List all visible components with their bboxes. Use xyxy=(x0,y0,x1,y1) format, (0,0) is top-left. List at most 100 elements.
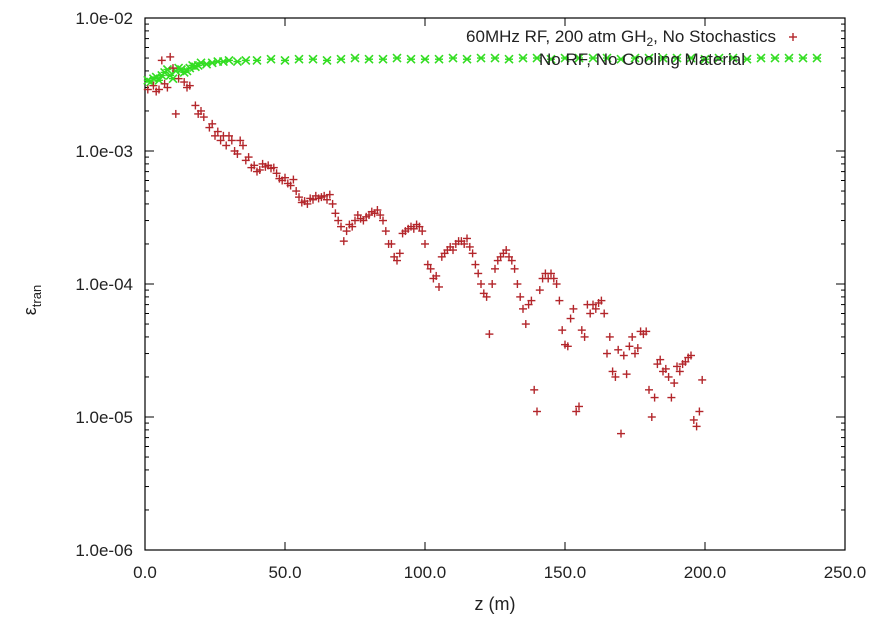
data-point xyxy=(216,136,225,145)
legend-entry-green: No RF, No Cooling Material xyxy=(539,50,745,69)
data-point xyxy=(227,136,236,145)
data-point xyxy=(406,54,416,64)
data-point xyxy=(328,199,337,208)
data-point xyxy=(619,351,628,360)
data-point xyxy=(255,165,264,174)
data-point xyxy=(700,54,710,64)
data-point xyxy=(527,296,536,305)
data-point xyxy=(742,54,752,64)
data-point xyxy=(681,357,690,366)
data-point xyxy=(462,54,472,64)
data-point xyxy=(490,53,500,63)
legend-label-red: 60MHz RF, 200 atm GH2, No Stochastics xyxy=(466,27,776,49)
data-point xyxy=(616,54,626,64)
data-point xyxy=(222,141,231,150)
series-green-x xyxy=(143,53,822,87)
data-point xyxy=(149,81,158,90)
data-point xyxy=(241,55,251,65)
data-point xyxy=(292,187,301,196)
data-point xyxy=(373,206,382,215)
series-red-plus xyxy=(143,52,707,438)
y-tick-label: 1.0e-04 xyxy=(75,275,133,294)
data-point xyxy=(266,54,276,64)
data-point xyxy=(608,367,617,376)
data-point xyxy=(661,364,670,373)
data-point xyxy=(630,53,640,63)
data-point xyxy=(154,75,164,85)
data-point xyxy=(471,260,480,269)
data-point xyxy=(566,314,575,323)
data-point xyxy=(695,407,704,416)
x-tick-label: 150.0 xyxy=(544,563,587,582)
data-point xyxy=(199,113,208,122)
data-point xyxy=(698,375,707,384)
legend: 60MHz RF, 200 atm GH2, No Stochastics No… xyxy=(466,27,797,69)
data-point xyxy=(252,55,262,65)
data-point xyxy=(415,222,424,231)
data-point xyxy=(577,326,586,335)
data-point xyxy=(348,222,357,231)
x-axis-ticks: 0.0 50.0 100.0 150.0 200.0 250.0 xyxy=(133,18,866,582)
data-point xyxy=(420,54,430,64)
data-point xyxy=(580,332,589,341)
data-point xyxy=(351,216,359,225)
data-point xyxy=(171,109,180,118)
y-tick-label: 1.0e-03 xyxy=(75,142,133,161)
data-point xyxy=(575,402,583,411)
data-point xyxy=(563,342,572,351)
data-point xyxy=(560,53,570,63)
data-point xyxy=(174,74,183,83)
data-point xyxy=(280,55,290,65)
data-point xyxy=(642,327,651,336)
data-point xyxy=(202,59,212,69)
x-axis-label: z (m) xyxy=(475,594,516,614)
data-point xyxy=(350,53,360,63)
data-point xyxy=(435,282,443,291)
data-point xyxy=(633,344,642,353)
data-point xyxy=(232,57,242,67)
data-point xyxy=(331,209,340,218)
y-tick-label: 1.0e-05 xyxy=(75,408,133,427)
data-point xyxy=(650,393,659,402)
data-point xyxy=(294,54,304,64)
data-point xyxy=(572,407,581,416)
legend-label-green: No RF, No Cooling Material xyxy=(539,50,745,69)
data-point xyxy=(611,372,620,381)
data-point xyxy=(213,127,222,136)
data-point xyxy=(644,53,654,63)
data-point xyxy=(770,53,780,63)
data-point xyxy=(295,193,303,202)
data-point xyxy=(191,101,200,110)
data-point xyxy=(589,300,597,309)
data-point xyxy=(535,286,544,295)
data-point xyxy=(591,304,600,313)
data-point xyxy=(647,413,656,421)
data-point xyxy=(504,54,514,64)
data-point xyxy=(574,53,584,63)
data-point xyxy=(485,330,494,339)
data-point xyxy=(519,304,527,313)
data-point xyxy=(532,53,542,63)
data-point xyxy=(378,54,388,64)
data-point xyxy=(432,271,441,280)
data-point xyxy=(225,131,233,140)
data-point xyxy=(180,78,189,87)
data-point xyxy=(336,54,346,64)
data-point xyxy=(672,53,682,63)
data-point xyxy=(250,161,259,170)
data-point xyxy=(157,56,166,65)
data-point xyxy=(379,216,387,225)
data-point xyxy=(463,234,471,243)
data-point xyxy=(244,153,253,162)
data-point xyxy=(169,64,177,73)
data-point xyxy=(625,342,634,351)
data-point xyxy=(586,309,595,318)
data-point xyxy=(381,227,390,236)
series-layer xyxy=(143,52,822,438)
data-point xyxy=(468,249,477,258)
data-point xyxy=(236,136,245,145)
data-point xyxy=(588,53,598,63)
data-point xyxy=(322,55,332,65)
x-tick-label: 0.0 xyxy=(133,563,157,582)
data-point xyxy=(530,385,539,394)
